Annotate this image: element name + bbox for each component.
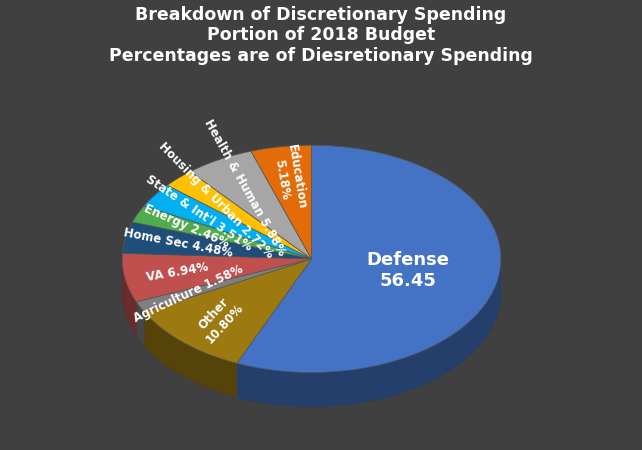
Polygon shape (168, 171, 311, 259)
Text: Home Sec 4.48%: Home Sec 4.48% (122, 227, 233, 260)
Polygon shape (237, 145, 501, 373)
Text: Health & Human 5.88%: Health & Human 5.88% (202, 117, 288, 258)
Polygon shape (251, 145, 311, 259)
Polygon shape (237, 260, 501, 406)
Text: Other
10.80%: Other 10.80% (192, 292, 246, 346)
Polygon shape (122, 259, 136, 336)
Polygon shape (122, 253, 311, 302)
Text: Housing & Urban 2.72%: Housing & Urban 2.72% (155, 140, 275, 261)
Polygon shape (190, 151, 311, 259)
Text: Energy 2.46%: Energy 2.46% (142, 202, 231, 251)
Polygon shape (144, 259, 311, 363)
Title: Breakdown of Discretionary Spending
Portion of 2018 Budget
Percentages are of Di: Breakdown of Discretionary Spending Port… (109, 5, 533, 65)
Text: Education
5.18%: Education 5.18% (270, 144, 309, 213)
Polygon shape (136, 259, 311, 312)
Polygon shape (132, 206, 311, 259)
Text: Agriculture 1.58%: Agriculture 1.58% (131, 262, 245, 325)
Polygon shape (144, 312, 237, 397)
Text: Defense
56.45: Defense 56.45 (367, 252, 449, 290)
Polygon shape (136, 302, 144, 346)
Text: VA 6.94%: VA 6.94% (145, 261, 209, 284)
Polygon shape (123, 222, 311, 259)
Text: State & Int'l 3.51%: State & Int'l 3.51% (143, 172, 254, 253)
Polygon shape (144, 185, 311, 259)
Polygon shape (122, 259, 501, 406)
